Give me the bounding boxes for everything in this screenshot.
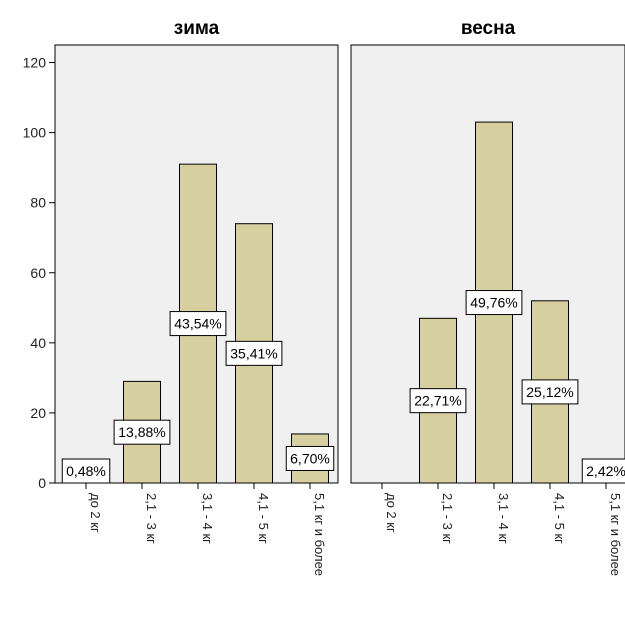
panel-1-x-tick-label-3: 4,1 - 5 кг xyxy=(552,493,567,544)
panel-1-data-label-text-3: 25,12% xyxy=(526,384,573,400)
panel-1-data-label-text-4: 2,42% xyxy=(586,463,625,479)
panel-0-data-label-3: 35,41% xyxy=(225,340,283,366)
panel-0-x-tick-label-4: 5,1 кг и более xyxy=(312,493,327,576)
y-tick-label-6: 120 xyxy=(23,55,47,71)
y-tick-label-4: 80 xyxy=(30,195,46,211)
panel-0-data-label-text-2: 43,54% xyxy=(174,316,221,332)
panel-1-x-tick-label-4: 5,1 кг и более xyxy=(608,493,623,576)
panel-0-x-tick-label-3: 4,1 - 5 кг xyxy=(256,493,271,544)
panel-1-title: весна xyxy=(461,18,516,39)
y-tick-label-5: 100 xyxy=(23,125,47,141)
panel-0-data-label-text-0: 0,48% xyxy=(66,463,106,479)
panel-1-data-label-1: 22,71% xyxy=(409,388,467,414)
panel-1-x-tick-label-0: до 2 кг xyxy=(384,493,399,533)
panel-0-x-tick-label-2: 3,1 - 4 кг xyxy=(200,493,215,544)
panel-0-data-label-box-4 xyxy=(285,445,335,471)
panel-1-data-label-box-3 xyxy=(521,379,579,405)
panel-0-x-tick-label-1: 2,1 - 3 кг xyxy=(144,493,159,544)
y-tick-label-3: 60 xyxy=(30,265,46,281)
y-tick-label-2: 40 xyxy=(30,335,46,351)
panel-0-data-label-0: 0,48% xyxy=(61,458,111,484)
panel-0-x-tick-label-0: до 2 кг xyxy=(88,493,103,533)
y-tick-label-0: 0 xyxy=(38,475,46,491)
panel-1-x-tick-label-2: 3,1 - 4 кг xyxy=(496,493,511,544)
panel-1-data-label-text-1: 22,71% xyxy=(414,393,461,409)
panel-0-data-label-text-3: 35,41% xyxy=(230,345,277,361)
panel-0-data-label-box-0 xyxy=(61,458,111,484)
panel-0-data-label-text-1: 13,88% xyxy=(118,424,165,440)
panel-1-data-label-box-1 xyxy=(409,388,467,414)
panel-1-data-label-2: 49,76% xyxy=(465,290,523,316)
panel-1-data-label-box-4 xyxy=(581,458,625,484)
panel-1-data-label-4: 2,42% xyxy=(581,458,625,484)
panel-0-data-label-box-2 xyxy=(169,311,227,337)
panel-1-data-label-box-2 xyxy=(465,290,523,316)
panel-1-data-label-text-2: 49,76% xyxy=(470,295,517,311)
panel-0-title: зима xyxy=(174,18,220,39)
panel-0-data-label-2: 43,54% xyxy=(169,311,227,337)
panel-0-data-label-box-3 xyxy=(225,340,283,366)
panel-0-data-label-4: 6,70% xyxy=(285,445,335,471)
panel-0-data-label-text-4: 6,70% xyxy=(290,450,330,466)
panel-0-data-label-box-1 xyxy=(113,419,171,445)
panel-1-data-label-3: 25,12% xyxy=(521,379,579,405)
panel-1-x-tick-label-1: 2,1 - 3 кг xyxy=(440,493,455,544)
y-tick-label-1: 20 xyxy=(30,405,46,421)
panel-0-data-label-1: 13,88% xyxy=(113,419,171,445)
